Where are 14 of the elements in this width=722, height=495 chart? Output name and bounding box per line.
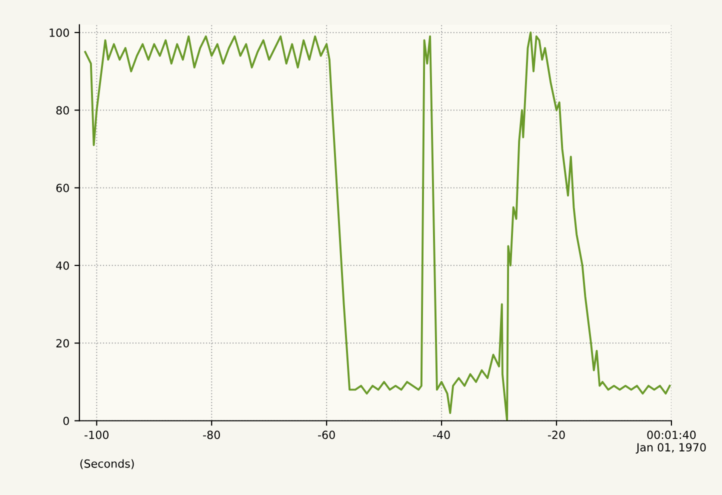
x-tick-label: -100 <box>84 430 109 440</box>
x-tick-label: -80 <box>203 430 220 440</box>
y-tick-label: 0 <box>63 416 69 426</box>
y-tick-label: 60 <box>56 184 69 192</box>
x-tick-label: -60 <box>318 430 335 440</box>
y-tick-label: 80 <box>56 106 69 115</box>
x-tick-label: 00:01:40 Jan 01, 1970 <box>636 430 706 454</box>
y-tick-label: 100 <box>50 28 69 37</box>
y-tick-label: 40 <box>56 261 69 270</box>
line-series <box>84 32 671 421</box>
x-tick-label: -20 <box>548 430 565 440</box>
x-axis-title: (Seconds) <box>80 459 134 470</box>
y-tick-label: 20 <box>56 339 69 348</box>
x-tick-label: -40 <box>433 430 450 440</box>
